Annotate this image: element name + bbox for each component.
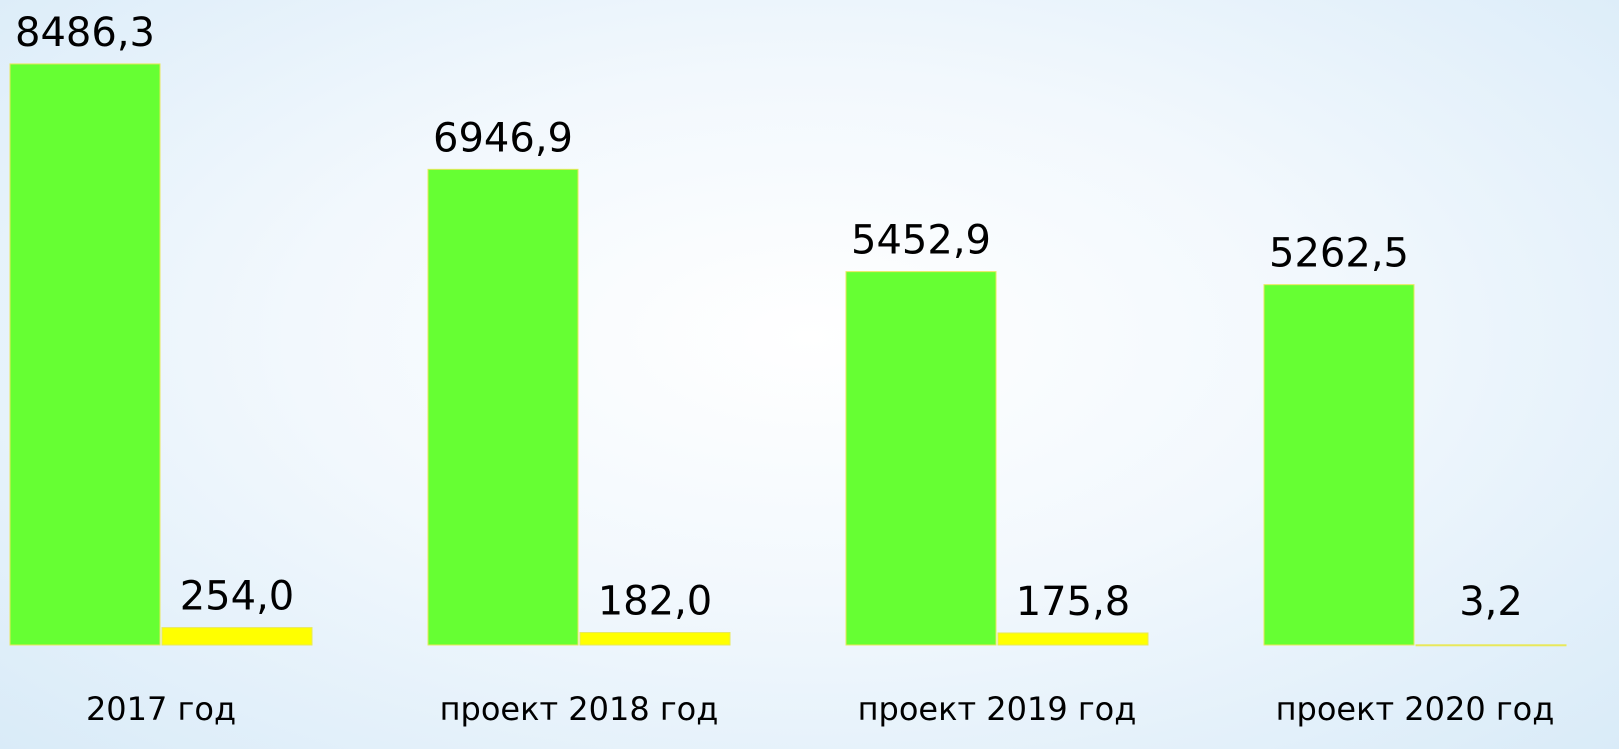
x-tick-label: проект 2019 год [858, 690, 1137, 728]
bar [997, 632, 1149, 646]
data-label: 254,0 [180, 574, 295, 620]
x-tick-label: 2017 год [86, 690, 236, 728]
bar [1415, 644, 1567, 647]
data-label: 6946,9 [433, 115, 573, 161]
data-label: 175,8 [1016, 579, 1131, 625]
bar [161, 627, 313, 646]
data-label: 5452,9 [851, 218, 991, 264]
bar [579, 632, 731, 646]
data-label: 3,2 [1459, 579, 1523, 625]
bar [9, 63, 161, 646]
x-tick-label: проект 2020 год [1276, 690, 1555, 728]
data-label: 5262,5 [1269, 231, 1409, 277]
bar [845, 271, 997, 646]
data-label: 8486,3 [15, 10, 155, 56]
bar [1263, 284, 1415, 646]
bar [427, 168, 579, 646]
x-tick-label: проект 2018 год [440, 690, 719, 728]
data-label: 182,0 [598, 579, 713, 625]
